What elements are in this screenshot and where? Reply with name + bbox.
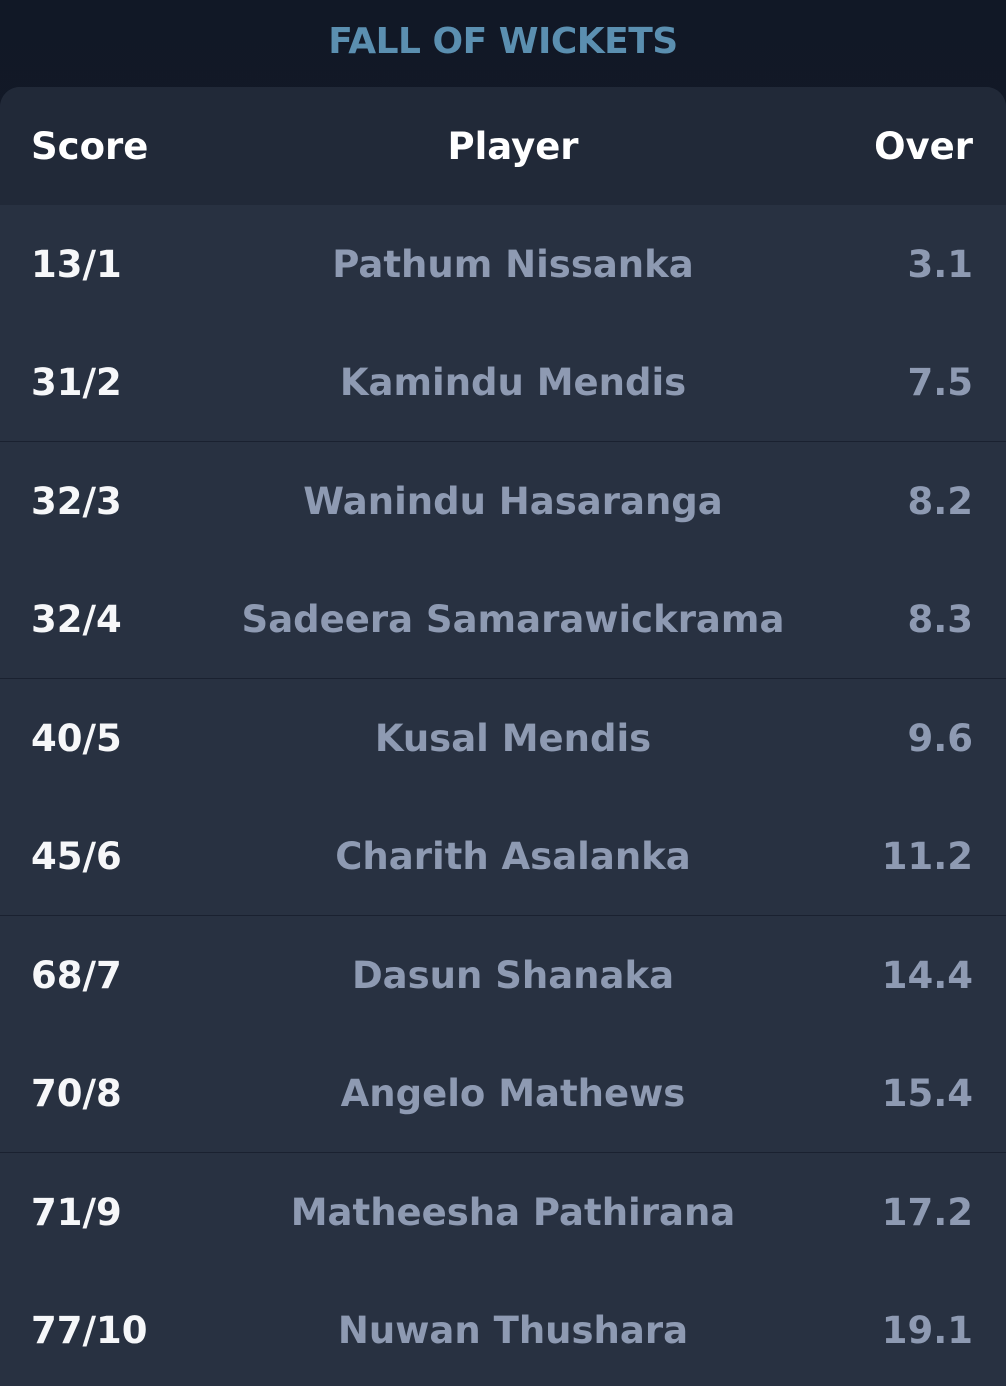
table-row: 77/10 Nuwan Thushara 19.1: [0, 1271, 1006, 1386]
wicket-player[interactable]: Dasun Shanaka: [351, 953, 675, 997]
wicket-over: 9.6: [907, 716, 973, 760]
table-row: 32/3 Wanindu Hasaranga 8.2: [0, 442, 1006, 560]
row-group: 32/3 Wanindu Hasaranga 8.2 32/4 Sadeera …: [0, 442, 1006, 679]
column-header-player: Player: [447, 124, 579, 168]
wicket-over: 14.4: [881, 953, 973, 997]
wicket-over: 19.1: [881, 1308, 973, 1352]
column-header-over: Over: [874, 124, 973, 168]
table-row: 71/9 Matheesha Pathirana 17.2: [0, 1153, 1006, 1271]
wicket-player[interactable]: Kamindu Mendis: [339, 360, 687, 404]
wicket-score: 13/1: [31, 242, 122, 286]
wicket-player[interactable]: Pathum Nissanka: [332, 242, 694, 286]
wicket-score: 40/5: [31, 716, 122, 760]
row-group: 13/1 Pathum Nissanka 3.1 31/2 Kamindu Me…: [0, 205, 1006, 442]
wicket-score: 32/3: [31, 479, 122, 523]
wicket-player[interactable]: Matheesha Pathirana: [290, 1190, 736, 1234]
table-row: 32/4 Sadeera Samarawickrama 8.3: [0, 560, 1006, 678]
wicket-score: 70/8: [31, 1071, 122, 1115]
wicket-player[interactable]: Wanindu Hasaranga: [303, 479, 723, 523]
wicket-over: 11.2: [881, 834, 973, 878]
wicket-over: 15.4: [881, 1071, 973, 1115]
row-group: 40/5 Kusal Mendis 9.6 45/6 Charith Asala…: [0, 679, 1006, 916]
table-row: 40/5 Kusal Mendis 9.6: [0, 679, 1006, 797]
wicket-score: 71/9: [31, 1190, 122, 1234]
wicket-over: 7.5: [907, 360, 973, 404]
column-header-score: Score: [31, 124, 149, 168]
page-title: FALL OF WICKETS: [328, 21, 678, 62]
wicket-over: 8.2: [907, 479, 973, 523]
table-row: 45/6 Charith Asalanka 11.2: [0, 797, 1006, 915]
wicket-over: 3.1: [907, 242, 973, 286]
table-row: 70/8 Angelo Mathews 15.4: [0, 1034, 1006, 1152]
wicket-score: 32/4: [31, 597, 122, 641]
wicket-player[interactable]: Angelo Mathews: [340, 1071, 686, 1115]
wicket-score: 68/7: [31, 953, 122, 997]
wicket-player[interactable]: Charith Asalanka: [335, 834, 691, 878]
row-group: 71/9 Matheesha Pathirana 17.2 77/10 Nuwa…: [0, 1153, 1006, 1386]
wicket-score: 45/6: [31, 834, 122, 878]
table-row: 13/1 Pathum Nissanka 3.1: [0, 205, 1006, 323]
wicket-player[interactable]: Kusal Mendis: [374, 716, 652, 760]
wicket-player[interactable]: Nuwan Thushara: [337, 1308, 689, 1352]
wicket-over: 8.3: [907, 597, 973, 641]
table-header: Score Player Over: [0, 87, 1006, 205]
wicket-score: 31/2: [31, 360, 122, 404]
table-row: 31/2 Kamindu Mendis 7.5: [0, 323, 1006, 441]
wicket-over: 17.2: [881, 1190, 973, 1234]
wicket-player[interactable]: Sadeera Samarawickrama: [241, 597, 785, 641]
row-group: 68/7 Dasun Shanaka 14.4 70/8 Angelo Math…: [0, 916, 1006, 1153]
fall-of-wickets-table: Score Player Over 13/1 Pathum Nissanka 3…: [0, 87, 1006, 1386]
wicket-score: 77/10: [31, 1308, 148, 1352]
table-row: 68/7 Dasun Shanaka 14.4: [0, 916, 1006, 1034]
